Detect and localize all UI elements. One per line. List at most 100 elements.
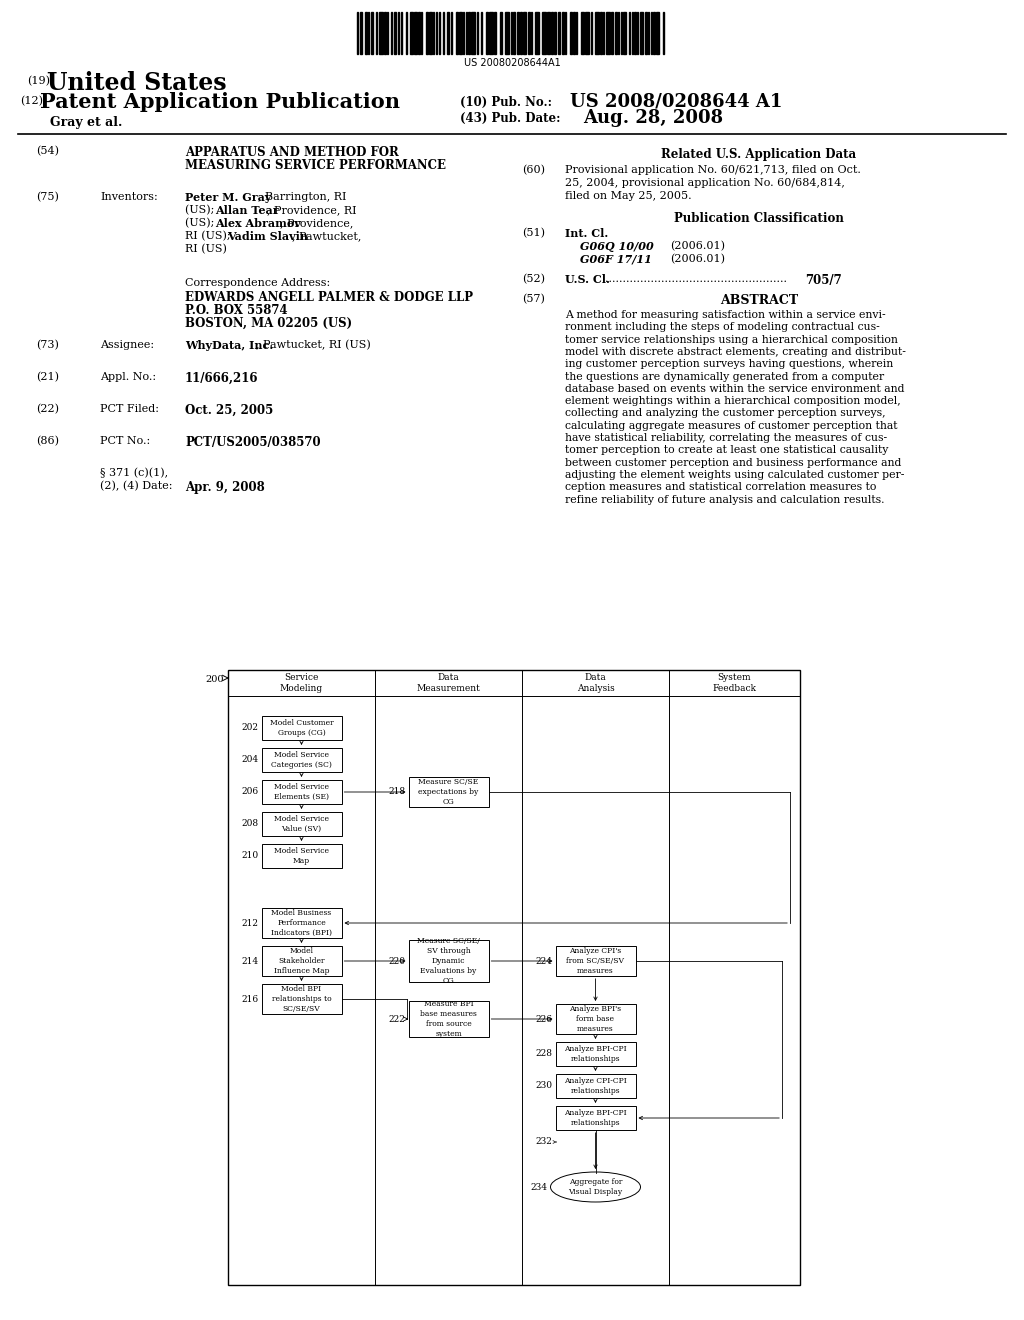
- Text: G06Q 10/00: G06Q 10/00: [580, 242, 653, 252]
- Text: ronment including the steps of modeling contractual cus-: ronment including the steps of modeling …: [565, 322, 880, 333]
- Text: Alex Abramov: Alex Abramov: [215, 218, 301, 228]
- Bar: [570, 12, 571, 54]
- Bar: [469, 12, 470, 54]
- Text: 202: 202: [242, 723, 258, 733]
- Text: tomer perception to create at least one statistical causality: tomer perception to create at least one …: [565, 445, 889, 455]
- Text: 228: 228: [536, 1049, 553, 1059]
- Bar: [410, 12, 413, 54]
- Text: 234: 234: [530, 1183, 548, 1192]
- Text: Analyze CPI's
from SC/SE/SV
measures: Analyze CPI's from SC/SE/SV measures: [566, 948, 625, 974]
- Bar: [261, 715, 341, 741]
- Text: ing customer perception surveys having questions, wherein: ing customer perception surveys having q…: [565, 359, 893, 370]
- Bar: [442, 12, 444, 54]
- Bar: [656, 12, 658, 54]
- Bar: [621, 12, 623, 54]
- Bar: [624, 12, 627, 54]
- Text: US 2008/0208644 A1: US 2008/0208644 A1: [570, 92, 782, 110]
- Text: (75): (75): [36, 191, 58, 202]
- Text: (60): (60): [522, 165, 545, 176]
- Text: (2006.01): (2006.01): [670, 253, 725, 264]
- Bar: [463, 12, 465, 54]
- Text: RI (US);: RI (US);: [185, 231, 234, 242]
- Text: calculating aggregate measures of customer perception that: calculating aggregate measures of custom…: [565, 421, 897, 430]
- Bar: [603, 12, 604, 54]
- Text: Related U.S. Application Data: Related U.S. Application Data: [662, 148, 856, 161]
- Text: Model Service
Map: Model Service Map: [274, 847, 329, 865]
- Bar: [261, 748, 341, 772]
- Text: 204: 204: [242, 755, 258, 764]
- Bar: [573, 12, 574, 54]
- Text: 200: 200: [206, 675, 224, 684]
- Text: Gray et al.: Gray et al.: [50, 116, 123, 129]
- Text: refine reliability of future analysis and calculation results.: refine reliability of future analysis an…: [565, 495, 885, 504]
- Text: ception measures and statistical correlation measures to: ception measures and statistical correla…: [565, 482, 877, 492]
- Bar: [575, 12, 578, 54]
- Text: Oct. 25, 2005: Oct. 25, 2005: [185, 404, 273, 417]
- Text: adjusting the element weights using calculated customer per-: adjusting the element weights using calc…: [565, 470, 904, 480]
- Text: between customer perception and business performance and: between customer perception and business…: [565, 458, 901, 467]
- Text: Int. Cl.: Int. Cl.: [565, 228, 608, 239]
- Bar: [261, 843, 341, 869]
- Text: the questions are dynamically generated from a computer: the questions are dynamically generated …: [565, 371, 884, 381]
- Bar: [555, 1074, 636, 1098]
- Text: (US);: (US);: [185, 205, 218, 215]
- Text: tomer service relationships using a hierarchical composition: tomer service relationships using a hier…: [565, 334, 898, 345]
- Bar: [261, 812, 341, 836]
- Text: model with discrete abstract elements, creating and distribut-: model with discrete abstract elements, c…: [565, 347, 906, 356]
- Text: have statistical reliability, correlating the measures of cus-: have statistical reliability, correlatin…: [565, 433, 887, 444]
- Bar: [582, 12, 584, 54]
- Text: Aug. 28, 2008: Aug. 28, 2008: [583, 110, 723, 127]
- Bar: [606, 12, 610, 54]
- Text: (51): (51): [522, 228, 545, 239]
- Bar: [406, 12, 408, 54]
- Text: Data
Measurement: Data Measurement: [417, 673, 480, 693]
- Text: Analyze BPI-CPI
relationships: Analyze BPI-CPI relationships: [564, 1109, 627, 1127]
- Bar: [640, 12, 642, 54]
- Text: (21): (21): [36, 372, 59, 383]
- Bar: [558, 12, 559, 54]
- Bar: [648, 12, 649, 54]
- Bar: [548, 12, 550, 54]
- Text: , Pawtucket, RI (US): , Pawtucket, RI (US): [256, 341, 371, 350]
- Text: , Providence, RI: , Providence, RI: [267, 205, 356, 215]
- Bar: [520, 12, 521, 54]
- Bar: [517, 12, 519, 54]
- Text: (12): (12): [20, 96, 43, 107]
- Text: (52): (52): [522, 275, 545, 284]
- Bar: [615, 12, 616, 54]
- Bar: [629, 12, 631, 54]
- Text: ABSTRACT: ABSTRACT: [720, 294, 798, 308]
- Bar: [595, 12, 599, 54]
- Text: 222: 222: [389, 1015, 406, 1023]
- Text: Model Service
Categories (SC): Model Service Categories (SC): [271, 751, 332, 768]
- Bar: [480, 12, 482, 54]
- Bar: [471, 12, 475, 54]
- Text: EDWARDS ANGELL PALMER & DODGE LLP: EDWARDS ANGELL PALMER & DODGE LLP: [185, 290, 473, 304]
- Bar: [542, 12, 546, 54]
- Bar: [486, 12, 487, 54]
- Text: 210: 210: [242, 851, 258, 861]
- Text: (19): (19): [27, 77, 50, 86]
- Text: collecting and analyzing the customer perception surveys,: collecting and analyzing the customer pe…: [565, 408, 886, 418]
- Text: Measure BPI
base measures
from source
system: Measure BPI base measures from source sy…: [420, 1001, 477, 1038]
- Bar: [391, 12, 392, 54]
- Text: Apr. 9, 2008: Apr. 9, 2008: [185, 480, 265, 494]
- Bar: [261, 908, 341, 939]
- Bar: [359, 12, 362, 54]
- Bar: [618, 12, 620, 54]
- Text: 232: 232: [536, 1138, 553, 1147]
- Text: 224: 224: [536, 957, 553, 965]
- Text: PCT No.:: PCT No.:: [100, 436, 151, 446]
- Text: 216: 216: [242, 994, 258, 1003]
- Bar: [536, 12, 540, 54]
- Bar: [511, 12, 512, 54]
- Bar: [476, 12, 478, 54]
- Bar: [426, 12, 428, 54]
- Bar: [357, 12, 358, 54]
- Text: APPARATUS AND METHOD FOR: APPARATUS AND METHOD FOR: [185, 147, 398, 158]
- Text: G06F 17/11: G06F 17/11: [580, 253, 652, 265]
- Bar: [376, 12, 378, 54]
- Text: System
Feedback: System Feedback: [713, 673, 757, 693]
- Text: Analyze CPI-CPI
relationships: Analyze CPI-CPI relationships: [564, 1077, 627, 1094]
- Bar: [421, 12, 422, 54]
